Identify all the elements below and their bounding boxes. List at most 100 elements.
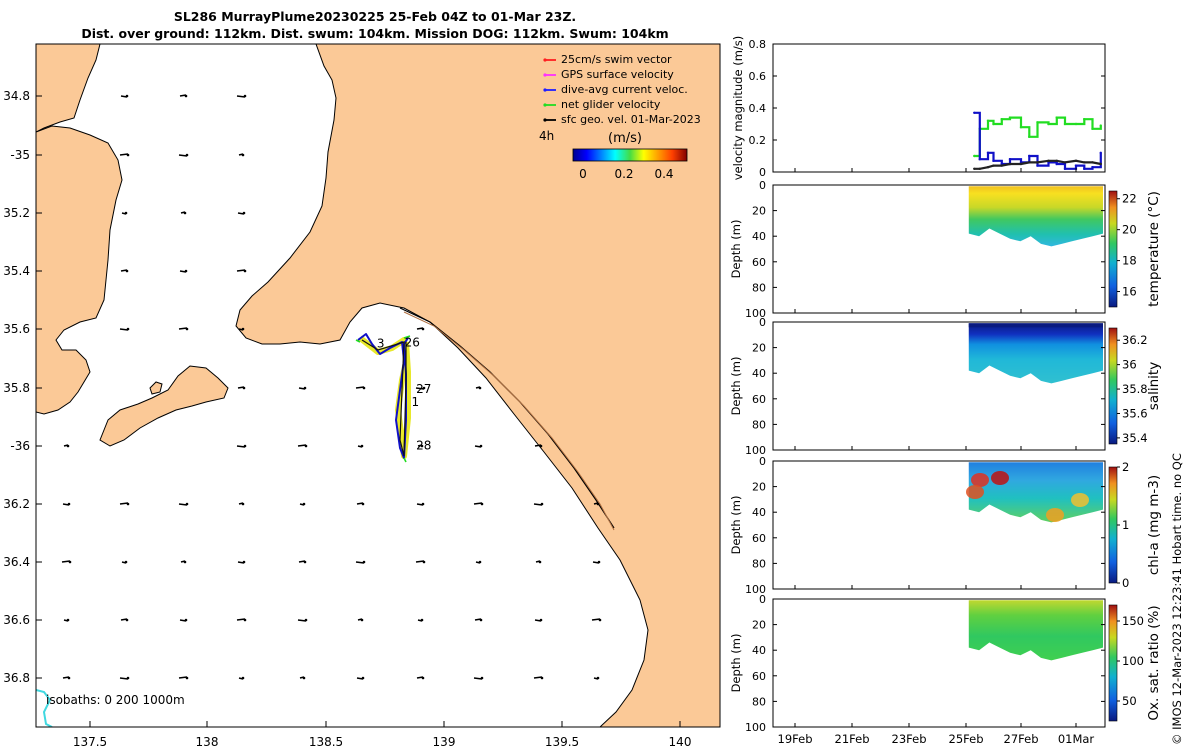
map-lon-label: 139 — [433, 735, 456, 749]
velocity-point — [978, 158, 981, 161]
colorbar-tick: 0.4 — [654, 167, 673, 181]
velocity-point — [1019, 162, 1023, 166]
colorbar-tick-label: 35.6 — [1122, 406, 1148, 420]
temperature-colorbar — [1108, 190, 1118, 308]
land-yorke-peninsula — [36, 125, 123, 415]
depth-ylabel: Depth (m) — [729, 496, 743, 555]
chla-colorbar — [1108, 466, 1118, 584]
depth-tick-label: 60 — [752, 393, 766, 406]
time-axis-label: 23Feb — [892, 732, 927, 746]
temperature-field — [968, 186, 1103, 247]
depth-tick-label: 60 — [752, 532, 766, 545]
speed-colorbar — [572, 148, 688, 162]
depth-tick-label: 100 — [745, 721, 766, 734]
velocity-point — [1083, 167, 1086, 170]
depth-tick-label: 80 — [752, 418, 766, 431]
depth-tick-label: 0 — [759, 179, 766, 192]
legend-label: GPS surface velocity — [561, 68, 674, 81]
colorbar-tick-label: 20 — [1122, 223, 1137, 237]
velocity-point — [1008, 162, 1012, 166]
colorbar-tick-label: 2 — [1122, 460, 1129, 474]
velocity-point — [1099, 162, 1102, 166]
map-lat-label: 36.6 — [3, 613, 30, 627]
oxygen-field — [968, 600, 1103, 661]
depth-tick-label: 100 — [745, 307, 766, 320]
time-axis: 19Feb 21Feb 23Feb 25Feb 27Feb 01Mar — [778, 732, 1095, 746]
oxygen-colorbar — [1108, 604, 1118, 722]
map-lat-label: 35.2 — [3, 206, 30, 220]
velocity-point — [1074, 159, 1078, 162]
map-lat-label: 34.8 — [3, 89, 30, 103]
salinity-colorbar-label: salinity — [1146, 362, 1162, 410]
velocity-point — [992, 159, 995, 162]
velocity-point — [986, 151, 990, 154]
colorbar-tick-label: 1 — [1122, 518, 1129, 532]
velocity-point — [1055, 159, 1058, 162]
velocity-ylabel: velocity magnitude (m/s) — [731, 36, 745, 181]
velocity-point — [1047, 159, 1050, 162]
depth-ylabel: Depth (m) — [729, 220, 743, 279]
velocity-point — [1091, 127, 1094, 130]
velocity-point — [1047, 122, 1050, 126]
velocity-point — [992, 164, 995, 167]
map-lat-label: 36.8 — [3, 671, 30, 685]
velocity-point — [973, 111, 976, 115]
velocity-point — [1099, 124, 1102, 127]
track-day-label: 1 — [412, 395, 420, 409]
depth-tick-label: 40 — [752, 506, 766, 519]
velocity-tick-label: 0 — [759, 166, 766, 179]
colorbar-tick-label: 22 — [1122, 192, 1137, 206]
colorbar-tick-label: 35.8 — [1122, 382, 1148, 396]
velocity-point — [1008, 158, 1012, 161]
velocity-point — [1063, 122, 1067, 126]
velocity-point — [1036, 164, 1039, 167]
velocity-point — [1055, 162, 1058, 166]
legend-label: net glider velocity — [561, 98, 661, 111]
map-lat-label: 35.8 — [3, 381, 30, 395]
depth-tick-label: 80 — [752, 281, 766, 294]
map-lat-label: 35.4 — [3, 264, 30, 278]
map-frame — [35, 43, 721, 728]
land-kangaroo-island — [99, 365, 229, 447]
velocity-tick-label: 0.6 — [749, 70, 767, 83]
track-day-labels: 32627128 — [377, 335, 432, 452]
depth-tick-label: 20 — [752, 342, 766, 355]
velocity-point — [978, 167, 981, 170]
time-axis-label: 27Feb — [1004, 732, 1039, 746]
coorong-spit-inner — [403, 311, 615, 531]
legend-label: sfc geo. vel. 01-Mar-2023 — [561, 113, 701, 126]
map-lat-label: -35 — [10, 148, 30, 162]
velocity-panel: 0 0.2 0.4 0.6 0.8 velocity magnitude (m/s) — [731, 36, 1106, 181]
depth-tick-label: 80 — [752, 695, 766, 708]
track-day-label: 28 — [416, 438, 431, 452]
velocity-point — [1008, 116, 1012, 119]
velocity-point — [1028, 161, 1031, 164]
depth-tick-label: 0 — [759, 455, 766, 468]
colorbar-tick-label: 36.2 — [1122, 333, 1148, 347]
time-axis-label: 19Feb — [778, 732, 813, 746]
land-mainland — [235, 44, 720, 727]
salinity-colorbar — [1108, 327, 1118, 445]
velocity-tick-label: 0.4 — [749, 102, 767, 115]
velocity-point — [1091, 161, 1094, 164]
velocity-point — [1036, 161, 1039, 164]
depth-tick-label: 40 — [752, 644, 766, 657]
depth-ylabel: Depth (m) — [729, 634, 743, 693]
temperature-colorbar-label: temperature (°C) — [1146, 191, 1162, 307]
depth-tick-label: 20 — [752, 205, 766, 218]
depth-tick-label: 0 — [759, 593, 766, 606]
map-lat-label: 36.2 — [3, 497, 30, 511]
colorbar-tick-label: 36 — [1122, 358, 1137, 372]
oxygen-colorbar-label: Ox. sat. ratio (%) — [1146, 605, 1162, 720]
depth-tick-label: 100 — [745, 583, 766, 596]
map-lon-label: 140 — [669, 735, 692, 749]
colorbar-tick: 0 — [579, 167, 587, 181]
velocity-point — [1036, 121, 1039, 124]
colorbar-tick-label: 150 — [1122, 614, 1144, 628]
velocity-point — [1099, 151, 1102, 154]
oxygen-section-panel: 0 20 40 60 80 100 Depth (m) 50 100 150 Ox. sat. ra… — [729, 593, 1162, 734]
velocity-series-line — [974, 111, 1102, 170]
current-vectors — [61, 94, 602, 680]
legend-label: dive-avg current veloc. — [561, 83, 688, 96]
